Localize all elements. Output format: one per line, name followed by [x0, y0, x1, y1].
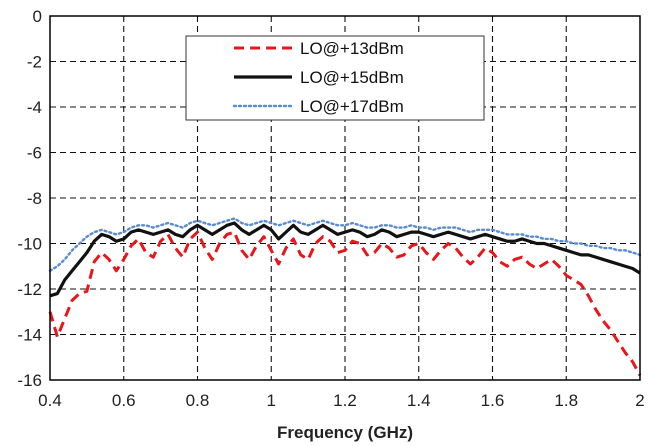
x-tick-label: 0.6: [112, 391, 136, 410]
legend: LO@+13dBm LO@+15dBm LO@+17dBm: [185, 35, 485, 121]
x-tick-label: 1: [267, 391, 276, 410]
y-tick-label: -8: [27, 189, 42, 208]
series-line-0: [48, 230, 642, 377]
legend-label: LO@+13dBm: [300, 39, 404, 58]
y-tick-label: -6: [27, 144, 42, 163]
legend-label: LO@+17dBm: [300, 97, 404, 116]
x-tick-label: 1.2: [333, 391, 357, 410]
y-tick-label: -12: [17, 280, 42, 299]
x-tick-label: 1.6: [481, 391, 505, 410]
y-tick-label: -16: [17, 371, 42, 390]
x-tick-label: 2: [635, 391, 644, 410]
y-tick-label: -4: [27, 98, 42, 117]
x-tick-label: 1.8: [554, 391, 578, 410]
x-tick-label: 0.8: [186, 391, 210, 410]
legend-label: LO@+15dBm: [300, 68, 404, 87]
y-tick-label: -14: [17, 326, 42, 345]
series-line-1: [49, 221, 641, 298]
series-line-2: [48, 217, 642, 272]
x-tick-label: 1.4: [407, 391, 431, 410]
series-lines: [48, 217, 642, 377]
y-tick-label: -10: [17, 235, 42, 254]
x-tick-label: 0.4: [38, 391, 62, 410]
axis-ticks: 0.4 0.6 0.8 1 1.2 1.4 1.6 1.8 2 0 -2 -4 -6 -8 -10 -12 -1…: [17, 7, 644, 410]
y-tick-label: -2: [27, 53, 42, 72]
x-axis-label: Frequency (GHz): [277, 423, 413, 442]
plot-frame: [49, 15, 641, 381]
y-tick-label: 0: [33, 7, 42, 26]
